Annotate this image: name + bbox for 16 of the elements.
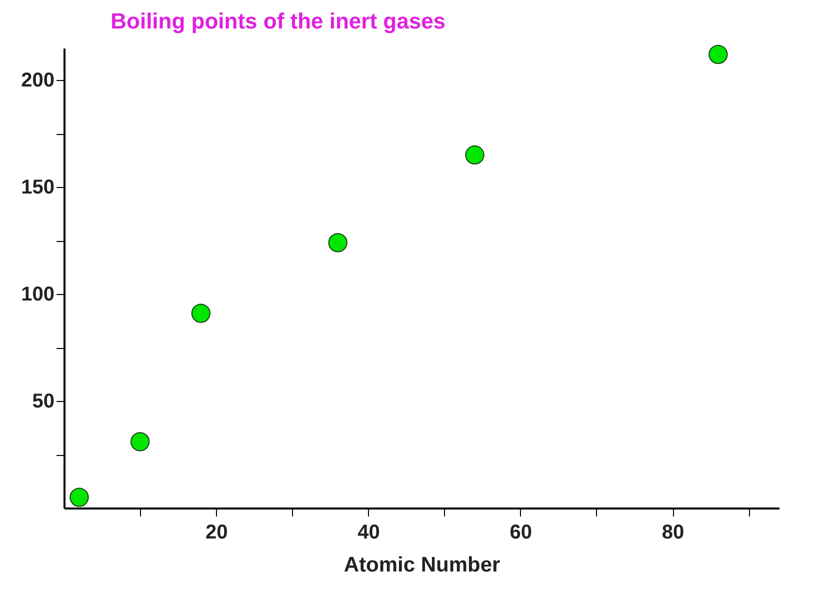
x-tick-label: 80 xyxy=(662,522,684,544)
point xyxy=(191,304,210,323)
y-tick-label: 50 xyxy=(32,390,54,413)
point xyxy=(465,145,484,165)
x-tick-label: 40 xyxy=(358,522,380,544)
point xyxy=(708,44,728,64)
point xyxy=(70,488,89,507)
x-tick-label: 20 xyxy=(206,522,228,544)
point xyxy=(130,432,150,452)
y-tick-label: 200 xyxy=(21,70,54,92)
y-tick-label: 150 xyxy=(21,176,54,199)
point xyxy=(328,233,348,252)
chart-title: Boiling points of the inert gases xyxy=(110,8,446,34)
x-axis-title: Atomic Number xyxy=(344,554,500,576)
y-tick-label: 100 xyxy=(21,284,54,306)
x-tick-label: 60 xyxy=(510,522,532,544)
